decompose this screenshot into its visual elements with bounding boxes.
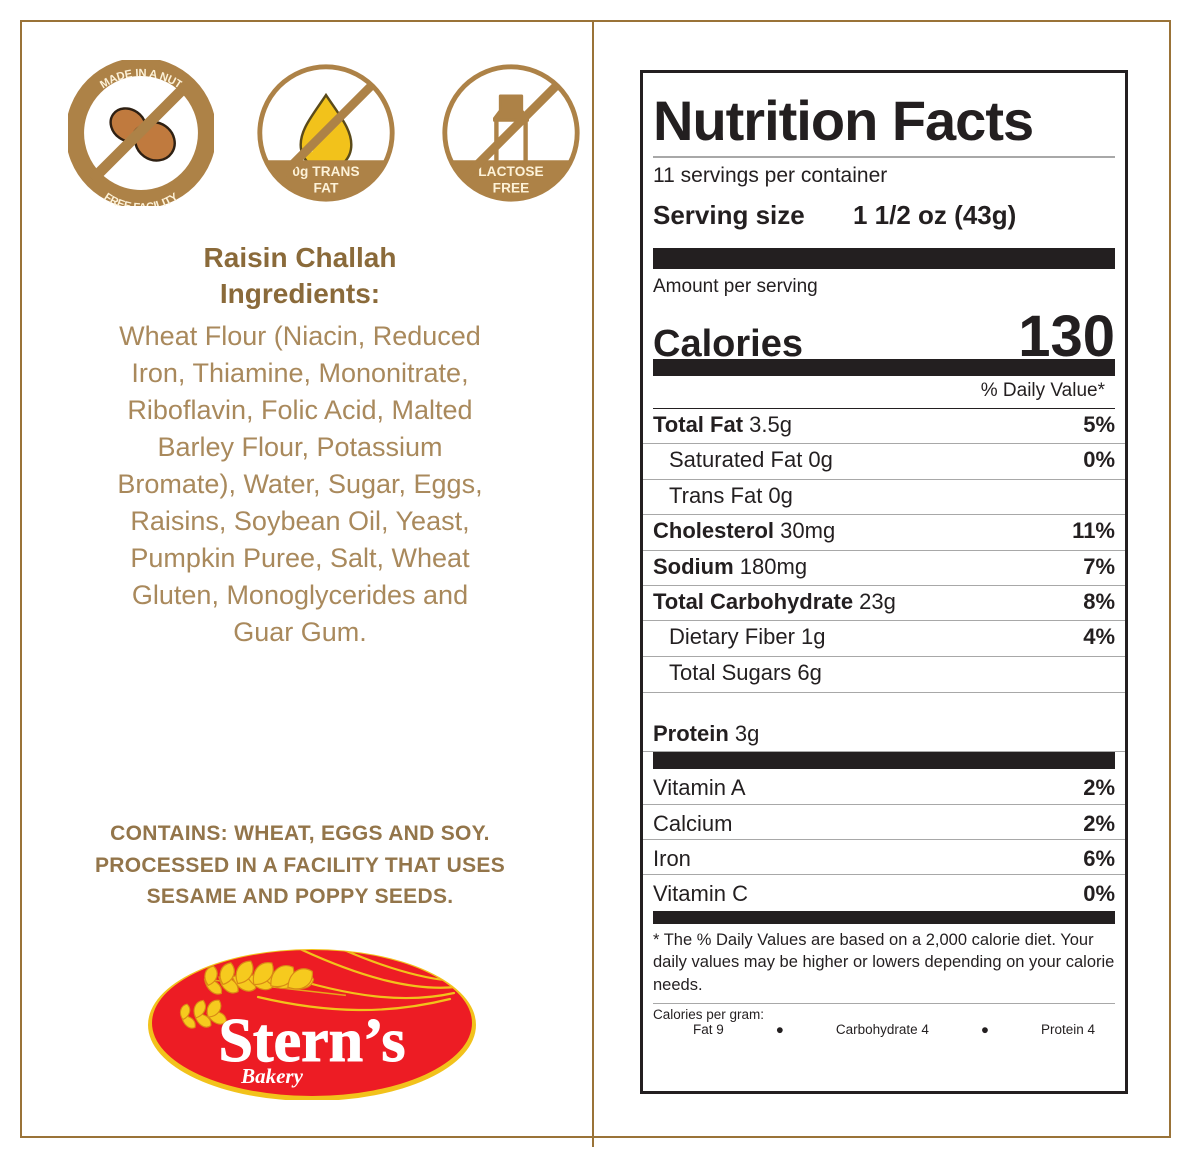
svg-text:Bakery: Bakery <box>240 1064 304 1088</box>
svg-text:FAT: FAT <box>314 180 340 195</box>
svg-text:LACTOSE: LACTOSE <box>478 164 543 179</box>
svg-text:0g TRANS: 0g TRANS <box>292 164 359 179</box>
svg-text:FREE: FREE <box>493 180 530 195</box>
